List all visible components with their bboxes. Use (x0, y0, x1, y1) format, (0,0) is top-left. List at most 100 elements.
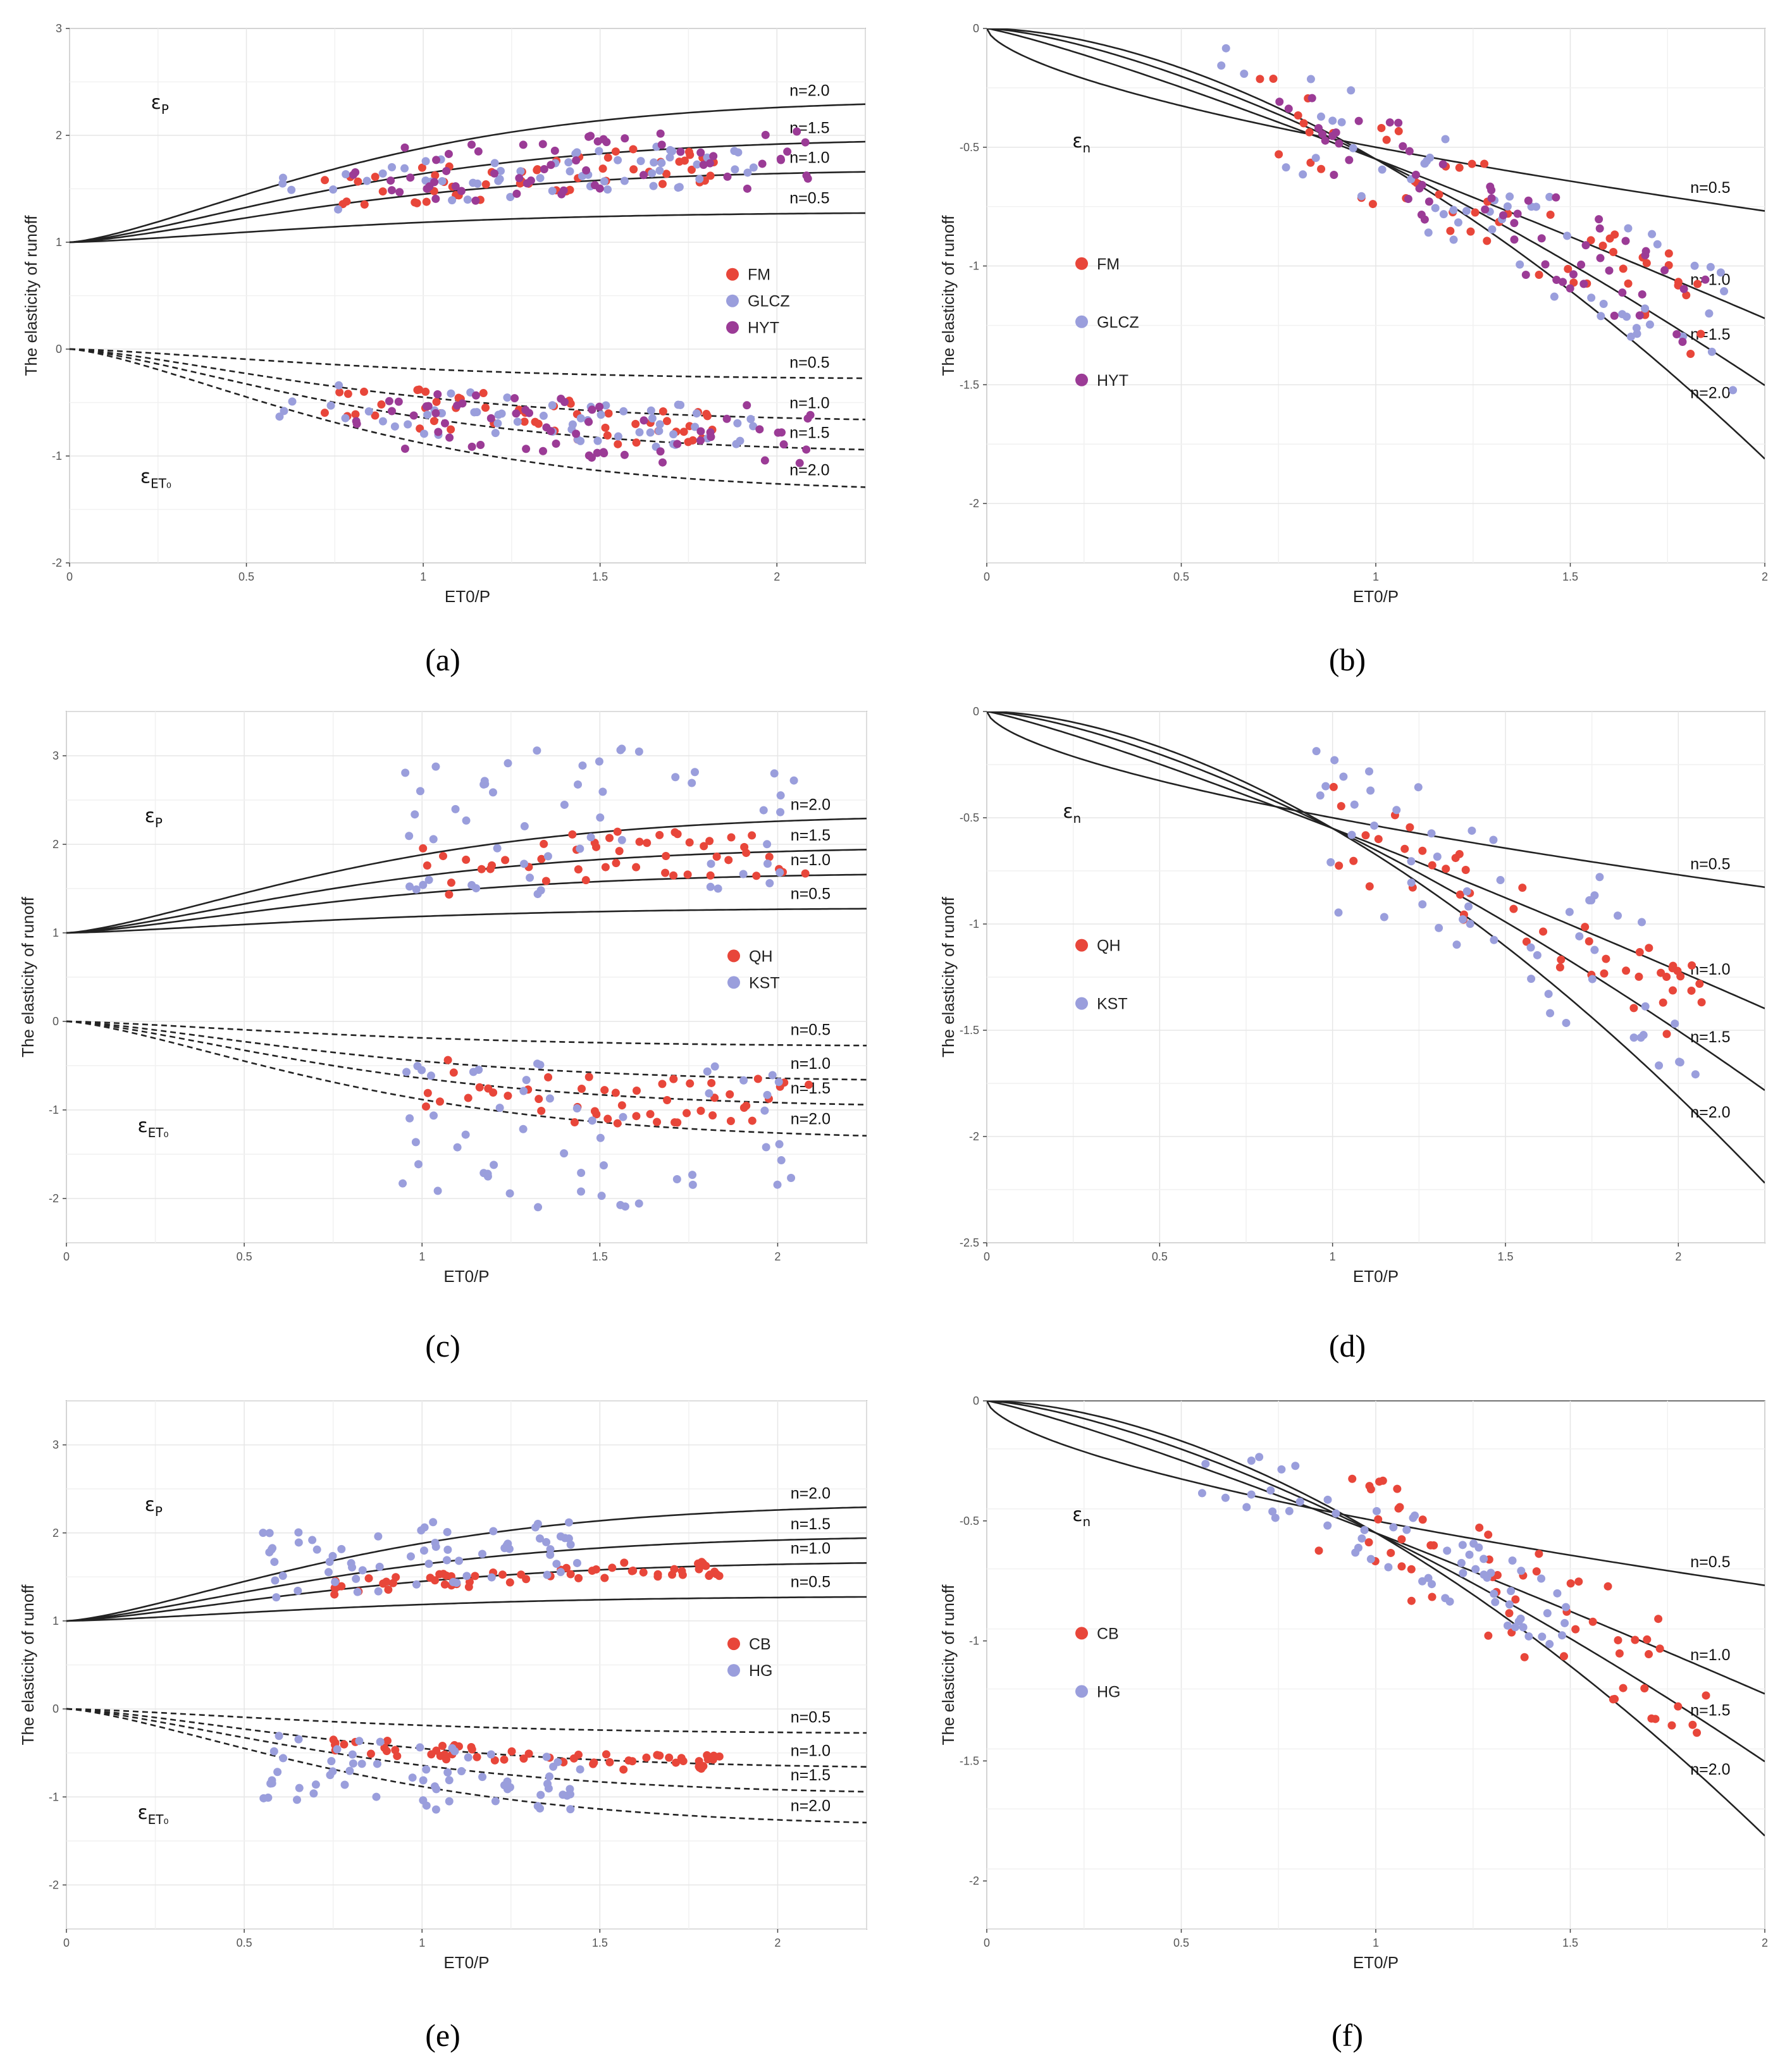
data-point (1314, 124, 1323, 133)
data-point (620, 1558, 629, 1567)
data-point (1255, 1453, 1264, 1462)
data-point (1587, 293, 1596, 302)
data-point (535, 1534, 544, 1543)
data-point (1305, 128, 1314, 137)
data-point (1374, 835, 1383, 844)
data-point (457, 187, 466, 195)
data-point (563, 1791, 572, 1800)
data-point (611, 1088, 620, 1097)
data-point (387, 186, 396, 195)
data-point (1400, 844, 1409, 853)
data-point (588, 405, 596, 414)
data-point (447, 878, 455, 887)
data-point (1645, 320, 1654, 329)
data-point (491, 429, 500, 438)
data-point (590, 1758, 598, 1767)
data-point (679, 428, 688, 436)
data-point (1682, 291, 1691, 300)
y-tick-label: -1 (969, 1635, 979, 1648)
data-point (1360, 1525, 1369, 1534)
data-point (639, 171, 648, 180)
x-tick-label: 2 (774, 1937, 781, 1949)
data-point (662, 417, 671, 426)
data-point (1599, 300, 1608, 309)
data-point (1729, 386, 1738, 395)
data-point (507, 1747, 516, 1756)
data-point (671, 1758, 680, 1767)
curve-label: n=2.0 (1690, 1104, 1730, 1121)
data-point (1374, 1515, 1383, 1524)
data-point (688, 1171, 697, 1180)
data-point (665, 153, 674, 162)
data-point (519, 140, 528, 149)
data-point (330, 1584, 339, 1593)
data-point (552, 1560, 561, 1568)
data-point (1377, 123, 1386, 132)
data-point (649, 182, 658, 190)
data-point (1642, 259, 1651, 268)
data-point (1520, 1653, 1529, 1661)
data-point (543, 1570, 552, 1579)
data-point (768, 1071, 777, 1080)
data-point (564, 158, 573, 167)
legend-label: QH (749, 947, 773, 965)
data-point (1535, 1549, 1543, 1558)
data-point (620, 176, 629, 185)
data-point (1705, 309, 1714, 318)
data-point (557, 394, 565, 403)
panel-a: 0 0.5 1 1.5 2 -2 -1 0 1 2 3 ET0/P The elasticity of … (22, 22, 866, 677)
y-tick-label: -2 (969, 497, 979, 510)
data-point (655, 420, 664, 429)
data-point (1462, 207, 1471, 216)
data-point (710, 1094, 719, 1102)
curve-label: n=1.5 (791, 1766, 831, 1784)
data-point (390, 422, 399, 431)
data-point (490, 1756, 499, 1765)
y-tick-label: 0 (53, 1015, 59, 1028)
data-point (442, 166, 451, 175)
data-point (400, 143, 409, 152)
data-point (1533, 951, 1542, 959)
data-point (1697, 998, 1706, 1007)
data-point (593, 448, 602, 457)
data-point (378, 417, 387, 426)
data-point (358, 1566, 367, 1575)
data-point (1387, 1548, 1395, 1557)
data-point (653, 1118, 662, 1126)
data-point (710, 1062, 719, 1071)
x-tick-label: 1 (419, 1250, 425, 1263)
data-point (426, 1071, 435, 1080)
legend-marker (726, 268, 739, 281)
data-point (1507, 1587, 1516, 1596)
data-point (1688, 1720, 1697, 1729)
panel-caption: (e) (425, 2018, 460, 2053)
data-point (538, 447, 547, 455)
data-point (1521, 271, 1530, 280)
curve-label: n=0.5 (789, 354, 829, 372)
data-point (1626, 332, 1635, 341)
data-point (348, 1563, 357, 1572)
data-point (273, 1768, 282, 1777)
data-point (590, 181, 599, 190)
data-point (1693, 1728, 1702, 1737)
x-tick-label: 1 (1373, 570, 1379, 583)
data-point (505, 1189, 514, 1198)
curve-eps_et0-n2 (70, 348, 865, 488)
data-point (1337, 802, 1345, 811)
data-point (619, 1112, 627, 1121)
data-point (1524, 196, 1533, 205)
y-tick-label: 1 (53, 1615, 59, 1627)
data-point (461, 1130, 470, 1139)
data-point (1595, 224, 1604, 233)
data-point (612, 859, 621, 868)
data-point (354, 177, 362, 186)
data-point (419, 880, 428, 889)
data-point (604, 409, 613, 418)
x-tick-label: 0.5 (1152, 1250, 1168, 1263)
data-point (1366, 786, 1375, 795)
data-point (742, 1101, 751, 1110)
data-point (653, 1751, 662, 1759)
data-point (440, 1750, 449, 1759)
data-point (1349, 144, 1357, 152)
data-point (419, 1546, 428, 1555)
